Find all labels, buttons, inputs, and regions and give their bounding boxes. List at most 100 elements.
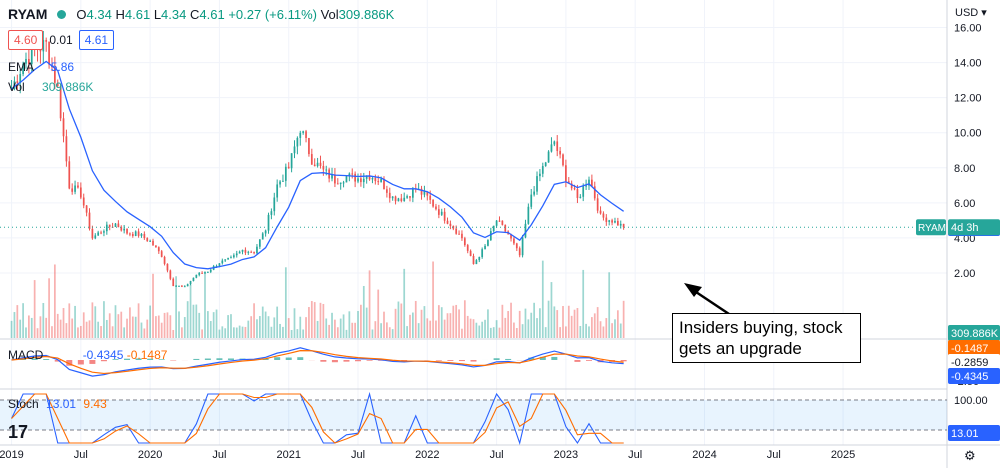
volume-bar	[622, 300, 625, 338]
volume-bar	[313, 302, 316, 338]
candle-body	[143, 233, 146, 239]
candle-body	[400, 198, 403, 202]
candle-body	[576, 189, 579, 198]
candle-body	[515, 243, 518, 249]
candle-body	[429, 195, 432, 200]
volume-bar	[264, 311, 267, 338]
volume-bar	[140, 322, 143, 338]
volume-bar	[94, 306, 97, 338]
candle-body	[53, 66, 56, 83]
macd-badge-2-bg	[948, 354, 1000, 370]
candle-body	[567, 181, 570, 184]
macd-histogram-bar	[447, 360, 454, 361]
candle-body	[570, 183, 573, 189]
macd-histogram-bar	[77, 360, 84, 365]
volume-bar	[472, 319, 475, 338]
candle-body	[533, 191, 535, 195]
volume-bar	[521, 324, 524, 338]
candle-body	[354, 173, 356, 182]
candle-body	[388, 192, 391, 199]
volume-bar	[235, 327, 238, 338]
volume-bar	[82, 312, 85, 338]
volume-bar	[201, 329, 203, 338]
candle-body	[270, 211, 273, 215]
volume-bar	[489, 327, 492, 338]
candle-body	[155, 245, 157, 248]
legend-header: RYAM O4.34 H4.61 L4.34 C4.61 +0.27 (+6.1…	[8, 6, 394, 22]
volume-bar	[397, 301, 400, 338]
macd-histogram-bar	[227, 358, 234, 360]
volume-bar	[232, 327, 235, 338]
volume-bar	[111, 326, 114, 338]
macd-histogram-bar	[297, 357, 304, 360]
candle-body	[235, 253, 238, 256]
volume-bar	[582, 269, 585, 338]
macd-badge-1: -0.1487	[951, 343, 988, 355]
volume-bar	[391, 329, 394, 338]
candle-body	[357, 178, 359, 182]
volume-bar	[591, 317, 593, 338]
candle-body	[258, 239, 261, 247]
candle-body	[261, 233, 264, 240]
volume-bar	[305, 317, 307, 338]
volume-bar	[299, 316, 302, 338]
candle-body	[325, 169, 328, 171]
time-tick-label: Jul	[767, 449, 781, 461]
currency-selector[interactable]: USD ▾	[955, 7, 987, 19]
candle-body	[204, 272, 206, 274]
candle-body	[443, 211, 446, 221]
candle-body	[105, 224, 108, 232]
candle-body	[599, 210, 602, 214]
candle-body	[313, 164, 316, 167]
candle-body	[195, 274, 198, 278]
candle-body	[186, 284, 189, 287]
macd-histogram-bar	[158, 359, 165, 360]
candle-body	[308, 138, 310, 155]
macd-histogram-bar	[112, 359, 119, 360]
volume-bar	[261, 306, 264, 338]
candle-body	[492, 225, 495, 232]
price-tick-label: 8.00	[954, 163, 975, 175]
ask-price[interactable]: 4.61	[78, 30, 115, 50]
macd-histogram-bar	[285, 357, 292, 360]
candle-body	[39, 49, 42, 52]
volume-bar	[614, 319, 616, 338]
volume-bar	[536, 318, 538, 338]
bid-price[interactable]: 4.60	[8, 30, 44, 50]
candle-body	[397, 198, 400, 202]
candle-body	[334, 174, 336, 184]
candle-body	[207, 271, 209, 273]
candle-body	[527, 206, 530, 224]
candle-body	[91, 228, 94, 239]
volume-bar	[334, 319, 336, 338]
candle-body	[481, 249, 484, 258]
candle-body	[284, 166, 287, 181]
volume-bar	[178, 311, 180, 338]
gear-icon[interactable]: ⚙	[964, 449, 976, 464]
candle-body	[189, 280, 192, 285]
volume-bar	[325, 318, 328, 338]
volume-badge: 309.886K	[951, 328, 999, 340]
volume-bar	[440, 307, 443, 338]
volume-bar	[33, 280, 36, 338]
candle-body	[56, 82, 59, 86]
volume-bar	[354, 322, 356, 338]
volume-bar	[39, 316, 42, 338]
candle-body	[391, 196, 394, 199]
candle-body	[218, 263, 221, 266]
candle-body	[22, 63, 24, 75]
volume-bar	[403, 268, 406, 338]
candle-body	[573, 188, 576, 190]
volume-badge-bg	[948, 325, 1000, 341]
volume-bar	[573, 309, 576, 338]
candle-body	[386, 189, 388, 193]
volume-bar	[134, 316, 137, 338]
volume-bar	[388, 327, 391, 338]
volume-bar	[149, 305, 152, 338]
candle-body	[406, 196, 408, 198]
volume-bar	[374, 321, 377, 338]
candle-body	[221, 260, 224, 264]
volume-bar	[126, 318, 128, 338]
volume-bar	[53, 264, 56, 338]
